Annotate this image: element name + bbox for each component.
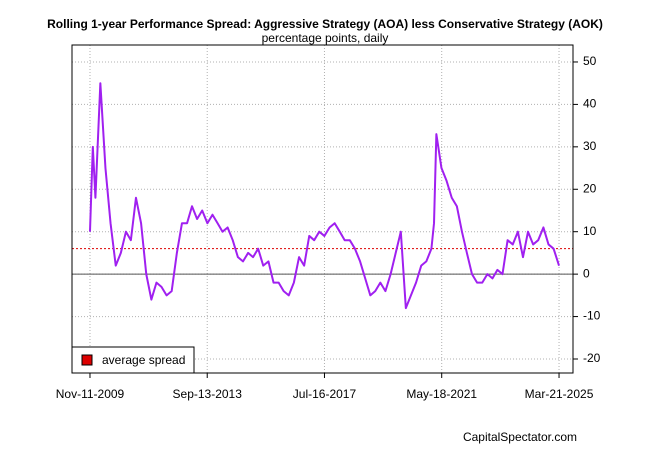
legend-label: average spread [102, 353, 185, 367]
x-tick-label: May-18-2021 [406, 387, 477, 401]
y-tick-label: -10 [583, 309, 601, 323]
series-line [88, 82, 560, 310]
y-tick-label: 30 [583, 139, 597, 153]
y-tick-label: 0 [583, 266, 590, 280]
x-tick-label: Mar-21-2025 [525, 387, 594, 401]
y-tick-label: -20 [583, 351, 601, 365]
chart-title: Rolling 1-year Performance Spread: Aggre… [47, 17, 603, 31]
y-tick-label: 20 [583, 181, 597, 195]
source: CapitalSpectator.com [463, 430, 577, 444]
legend-swatch [81, 354, 93, 366]
x-tick-label: Sep-13-2013 [173, 387, 243, 401]
x-tick-label: Nov-11-2009 [56, 387, 125, 401]
chart-subtitle: percentage points, daily [262, 31, 389, 45]
y-tick-label: 40 [583, 97, 597, 111]
y-tick-label: 10 [583, 224, 597, 238]
y-tick-label: 50 [583, 54, 597, 68]
x-tick-label: Jul-16-2017 [293, 387, 357, 401]
plot-frame [71, 44, 574, 374]
